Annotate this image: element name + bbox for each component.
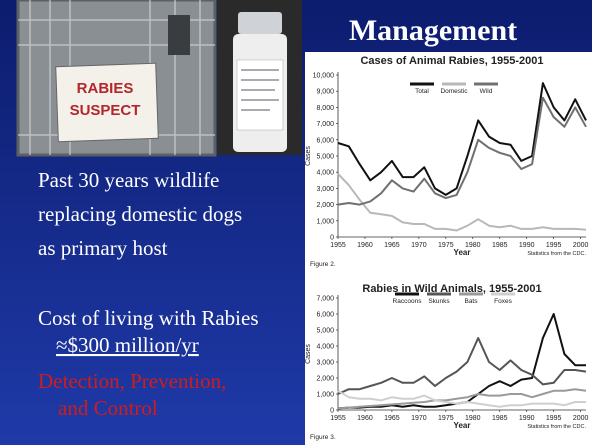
slide: RABIES SUSPECT Management Past 30 years …	[0, 0, 592, 445]
y-tick-label: 6,000	[316, 137, 334, 144]
y-axis-label: Cases	[305, 344, 312, 364]
x-tick-label: 1970	[411, 242, 427, 249]
x-tick-label: 1965	[384, 415, 400, 422]
x-tick-label: 1955	[330, 242, 346, 249]
legend-label: Total	[415, 88, 429, 95]
y-tick-label: 1,000	[316, 218, 334, 225]
x-tick-label: 1960	[357, 415, 373, 422]
x-tick-label: 1990	[519, 242, 535, 249]
y-tick-label: 6,000	[316, 312, 334, 319]
figure-label: Figure 3.	[310, 434, 336, 441]
sign-text: RABIES	[77, 80, 134, 97]
y-tick-label: 0	[330, 235, 334, 242]
source-note: Statistics from the CDC.	[527, 251, 586, 257]
x-tick-label: 1990	[519, 415, 535, 422]
y-tick-label: 5,000	[316, 328, 334, 335]
legend-label: Bats	[464, 298, 478, 305]
x-tick-label: 1995	[546, 242, 562, 249]
x-tick-label: 1960	[357, 242, 373, 249]
bullet-text: replacing domestic dogs	[38, 202, 242, 226]
x-tick-label: 1975	[438, 415, 454, 422]
y-tick-label: 10,000	[313, 73, 335, 80]
x-tick-label: 2000	[573, 242, 589, 249]
y-tick-label: 2,000	[316, 202, 334, 209]
y-tick-label: 1,000	[316, 392, 334, 399]
cage-photo: RABIES SUSPECT	[18, 0, 215, 155]
x-tick-label: 2000	[573, 415, 589, 422]
y-tick-label: 3,000	[316, 360, 334, 367]
bullet-text: as primary host	[38, 236, 168, 260]
y-tick-label: 3,000	[316, 186, 334, 193]
legend-label: Raccoons	[393, 298, 423, 305]
x-tick-label: 1965	[384, 242, 400, 249]
source-note: Statistics from the CDC.	[527, 424, 586, 430]
x-tick-label: 1955	[330, 415, 346, 422]
x-tick-label: 1985	[492, 242, 508, 249]
y-tick-label: 4,000	[316, 344, 334, 351]
bullet-text: ≈$300 million/yr	[56, 333, 199, 357]
x-axis-label: Year	[454, 248, 471, 257]
y-axis-label: Cases	[305, 146, 312, 166]
legend-label: Foxes	[494, 298, 512, 305]
chart-title: Cases of Animal Rabies, 1955-2001	[360, 55, 543, 67]
y-tick-label: 5,000	[316, 154, 334, 161]
sign-text: SUSPECT	[70, 102, 141, 119]
x-tick-label: 1985	[492, 415, 508, 422]
y-tick-label: 4,000	[316, 170, 334, 177]
bullet-text: Past 30 years wildlife	[38, 168, 219, 192]
y-tick-label: 2,000	[316, 376, 334, 383]
y-tick-label: 9,000	[316, 89, 334, 96]
red-text: and Control	[58, 396, 158, 420]
figure-label: Figure 2.	[310, 261, 336, 268]
slide-title: Management	[349, 14, 517, 47]
y-tick-label: 0	[330, 408, 334, 415]
x-axis-label: Year	[454, 421, 471, 430]
y-tick-label: 8,000	[316, 105, 334, 112]
legend-label: Wild	[480, 88, 493, 95]
vial-photo	[217, 0, 302, 155]
legend-label: Domestic	[440, 88, 468, 95]
x-tick-label: 1995	[546, 415, 562, 422]
bullet-text: Cost of living with Rabies	[38, 306, 259, 330]
y-tick-label: 7,000	[316, 121, 334, 128]
legend-label: Skunks	[428, 298, 450, 305]
y-tick-label: 7,000	[316, 296, 334, 303]
x-tick-label: 1975	[438, 242, 454, 249]
x-tick-label: 1970	[411, 415, 427, 422]
red-text: Detection, Prevention,	[38, 369, 226, 393]
